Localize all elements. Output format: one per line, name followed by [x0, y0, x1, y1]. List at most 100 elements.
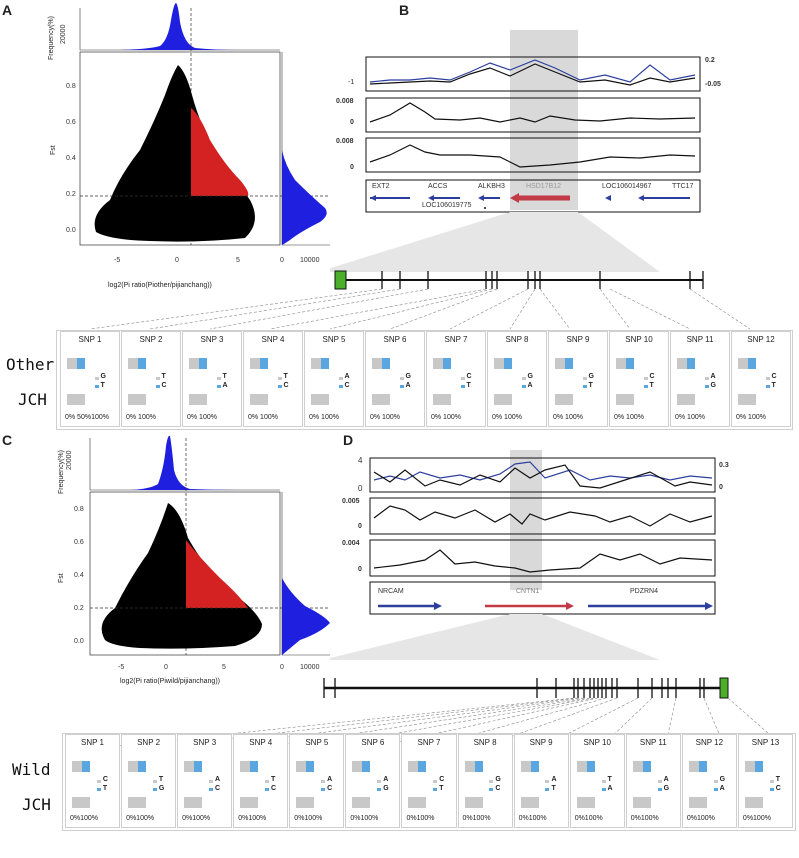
- allele-swatch-blue: [321, 788, 326, 791]
- ytick-c-1: 0.2: [74, 605, 84, 612]
- track1-left-d: 4: [358, 456, 363, 465]
- allele-swatch-blue: [601, 788, 606, 791]
- row-label-jch-d: JCH: [22, 795, 51, 814]
- snp-title: SNP 12: [695, 738, 724, 747]
- scatter-cloud-c: [101, 503, 263, 649]
- allele-top: T: [283, 373, 288, 380]
- ytick-a-0: 0.0: [66, 227, 76, 234]
- snp-percent-scale: 0%100%: [182, 815, 211, 822]
- snp-title: SNP 10: [625, 335, 653, 344]
- gene-label-loc106019775: LOC106019775: [422, 202, 472, 209]
- scatter-plot-a: [79, 3, 330, 246]
- allele-bottom: C: [775, 785, 781, 792]
- allele-top: T: [271, 776, 276, 783]
- ytick-c-4: 0.8: [74, 506, 84, 513]
- snp-box: SNP 9 G T 0% 100%: [548, 331, 608, 427]
- allele-top: A: [663, 776, 669, 783]
- allele-bar-blue: [138, 761, 147, 772]
- snp-box: SNP 10 T A 0%100%: [569, 734, 625, 828]
- allele-swatch-grey: [155, 377, 160, 380]
- allele-bar-blue: [748, 358, 756, 369]
- histtick-a-1: 10000: [300, 257, 320, 264]
- allele-swatch-grey: [433, 780, 438, 783]
- row-label-wild: Wild: [12, 760, 51, 779]
- snp-box: SNP 11 A G 0%100%: [625, 734, 681, 828]
- allele-bar-grey: [311, 394, 329, 405]
- track1-frame-b: [365, 56, 701, 92]
- gene-structure-a: [89, 270, 751, 330]
- allele-bar-grey: [128, 761, 139, 772]
- snp-title: SNP 1: [78, 335, 102, 344]
- allele-bar-blue: [698, 761, 707, 772]
- ytick-c-3: 0.6: [74, 539, 84, 546]
- allele-bottom: G: [663, 785, 670, 792]
- allele-swatch-grey: [704, 377, 709, 380]
- snp-title: SNP 1: [81, 738, 105, 747]
- allele-bar-grey: [464, 797, 483, 808]
- allele-bar-grey: [688, 797, 707, 808]
- panel-a-scatter: Frequency(%) 20000 Fst 0.0 0.2 0.4 0.6 0…: [0, 0, 330, 300]
- scatter-selected-c: [186, 540, 248, 608]
- snp-percent-scale: 0% 100%: [370, 414, 400, 421]
- snp-percent-scale: 0%100%: [70, 815, 99, 822]
- allele-bar-grey: [311, 358, 321, 369]
- allele-bottom: T: [466, 382, 471, 389]
- ytick-a-4: 0.8: [66, 83, 76, 90]
- allele-swatch-grey: [265, 780, 270, 783]
- panel-label-c: C: [2, 432, 13, 448]
- allele-bar-blue: [586, 761, 595, 772]
- snp-box: SNP 4 T C 0% 100%: [243, 331, 303, 427]
- allele-top: C: [102, 776, 108, 783]
- allele-bar-blue: [199, 358, 207, 369]
- track1-line-blue-d: [373, 461, 713, 481]
- track3-line-b: [369, 144, 696, 168]
- allele-swatch-blue: [338, 385, 343, 388]
- allele-bar-blue: [138, 358, 146, 369]
- allele-top: G: [719, 776, 726, 783]
- allele-top: A: [383, 776, 389, 783]
- allele-bar-blue: [321, 358, 329, 369]
- allele-swatch-blue: [94, 385, 99, 388]
- snp-box: SNP 8 G C 0%100%: [457, 734, 513, 828]
- snp-title: SNP 12: [747, 335, 775, 344]
- snp-title: SNP 9: [529, 738, 553, 747]
- ytick-c-0: 0.0: [74, 638, 84, 645]
- allele-bar-grey: [555, 394, 573, 405]
- allele-bar-grey: [240, 761, 251, 772]
- snp-title: SNP 13: [751, 738, 780, 747]
- snp-percent-scale: 0%100%: [686, 815, 715, 822]
- allele-swatch-grey: [657, 780, 662, 783]
- xlabel-a: log2(Pi ratio(Piother/pijianchang)): [108, 282, 212, 289]
- panel-label-a: A: [2, 2, 13, 18]
- allele-bar-grey: [67, 394, 85, 405]
- ytick-a-2: 0.4: [66, 155, 76, 162]
- gene-label-cntn1: CNTN1: [516, 588, 540, 595]
- allele-swatch-blue: [765, 385, 770, 388]
- snp-percent-scale: 0%100%: [406, 815, 435, 822]
- track1-line-black-d: [373, 464, 713, 489]
- allele-bottom: G: [158, 785, 165, 792]
- snp-box: SNP 12 C T 0% 100%: [731, 331, 791, 427]
- gene-label-ext2: EXT2: [372, 183, 390, 190]
- allele-top: C: [466, 373, 472, 380]
- gene-structure-d: [94, 677, 786, 749]
- allele-bar-blue: [362, 761, 371, 772]
- allele-bar-blue: [82, 761, 90, 772]
- allele-top: G: [495, 776, 501, 783]
- allele-bottom: T: [771, 382, 776, 389]
- track2-line-b: [369, 102, 696, 123]
- xtick-a-1: 0: [175, 257, 179, 264]
- allele-swatch-grey: [208, 780, 213, 783]
- snp-percent-scale: 0% 100%: [126, 414, 156, 421]
- snp-percent-scale: 0% 100%: [736, 414, 766, 421]
- allele-bar-blue: [565, 358, 573, 369]
- snp-box: SNP 13 T C 0%100%: [737, 734, 793, 828]
- snp-box: SNP 10 C T 0% 100%: [609, 331, 669, 427]
- allele-swatch-grey: [521, 377, 526, 380]
- allele-swatch-grey: [643, 377, 648, 380]
- hist-top-c: [130, 435, 240, 490]
- gene-label-hsd17b12: HSD17B12: [526, 183, 562, 190]
- track2-top-d: 0.005: [342, 498, 360, 505]
- snp-box: SNP 6 G A 0% 100%: [365, 331, 425, 427]
- zoom-region-b: [318, 212, 660, 272]
